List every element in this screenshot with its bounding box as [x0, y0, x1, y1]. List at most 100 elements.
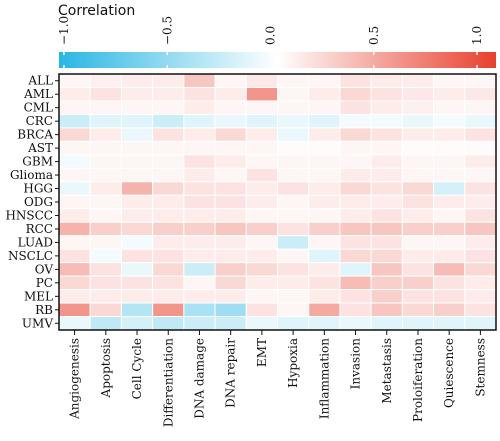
column-label: Invasion [349, 338, 363, 390]
heatmap-cell [308, 127, 341, 142]
heatmap-cell [183, 289, 216, 304]
heatmap-cell [370, 113, 403, 129]
heatmap-cell [401, 262, 435, 277]
colorbar [59, 52, 496, 68]
heatmap-cell [245, 208, 279, 223]
heatmap-cell [401, 235, 435, 250]
heatmap-cell [245, 73, 279, 88]
heatmap-cell [401, 221, 435, 237]
heatmap-cell [89, 154, 122, 169]
heatmap-cell [308, 167, 341, 183]
heatmap-cell [370, 275, 403, 291]
heatmap-cell [308, 248, 341, 264]
heatmap-cell [433, 208, 466, 223]
heatmap-cell [464, 100, 497, 115]
heatmap-cell [214, 262, 247, 277]
heatmap-cell [214, 208, 247, 223]
heatmap-cell [183, 73, 216, 88]
heatmap-cell [120, 262, 154, 277]
heatmap-cell [120, 235, 154, 250]
heatmap-cell [277, 302, 310, 318]
row-label: LUAD [18, 235, 53, 249]
heatmap-cell [183, 127, 216, 142]
heatmap-cell [370, 289, 403, 304]
row-label: RB [35, 303, 53, 317]
column-label: Differentiation [161, 338, 175, 427]
heatmap-cell [58, 73, 91, 88]
column-label: Quiescence [442, 338, 456, 408]
heatmap-cell [308, 316, 341, 331]
heatmap-cell [277, 73, 310, 88]
heatmap-cell [370, 221, 403, 237]
heatmap-cell [120, 275, 154, 291]
heatmap-cell [464, 86, 497, 102]
heatmap-cell [370, 248, 403, 264]
colorbar-tick-label: 0.0 [264, 26, 278, 45]
heatmap-cell [183, 181, 216, 196]
heatmap-cell [89, 73, 122, 88]
heatmap-cell [464, 302, 497, 318]
heatmap-cell [183, 100, 216, 115]
heatmap-cell [401, 154, 435, 169]
heatmap-cell [120, 316, 154, 331]
heatmap-cell [433, 100, 466, 115]
heatmap-cell [339, 113, 372, 129]
heatmap-cell [464, 316, 497, 331]
heatmap-cell [370, 262, 403, 277]
heatmap-cell [120, 194, 154, 210]
heatmap-cell [152, 275, 185, 291]
heatmap-cell [433, 194, 466, 210]
heatmap-cell [401, 194, 435, 210]
heatmap-cell [277, 140, 310, 156]
heatmap-cell [120, 248, 154, 264]
colorbar-tick-label: −1.0 [57, 16, 71, 45]
heatmap-cell [89, 167, 122, 183]
heatmap-cell [464, 113, 497, 129]
heatmap-cell [308, 100, 341, 115]
heatmap-cell [339, 208, 372, 223]
heatmap-cell [245, 248, 279, 264]
heatmap-cell [183, 86, 216, 102]
heatmap-cell [120, 208, 154, 223]
heatmap-cell [152, 154, 185, 169]
heatmap-cell [152, 73, 185, 88]
heatmap-cell [245, 275, 279, 291]
heatmap-cell [89, 275, 122, 291]
heatmap-cell [58, 140, 91, 156]
heatmap-cell [370, 140, 403, 156]
column-labels: Angiogenesis Apoptosis Cell Cycle Different… [68, 330, 487, 427]
heatmap-cell [120, 140, 154, 156]
heatmap-cell [214, 154, 247, 169]
heatmap-cell [152, 248, 185, 264]
heatmap-cell [120, 302, 154, 318]
heatmap-cell [370, 316, 403, 331]
heatmap-cell [464, 167, 497, 183]
colorbar-tick-label: 1.0 [470, 26, 484, 45]
heatmap-cell [214, 248, 247, 264]
heatmap-cell [214, 316, 247, 331]
heatmap-cell [58, 86, 91, 102]
heatmap-cell [277, 127, 310, 142]
heatmap-cell [183, 194, 216, 210]
heatmap-cell [58, 113, 91, 129]
heatmap-cell [214, 73, 247, 88]
row-label: Glioma [10, 168, 53, 182]
heatmap-cell [152, 221, 185, 237]
heatmap-cell [245, 154, 279, 169]
colorbar-tick-marks [63, 52, 478, 68]
heatmap-cell [183, 302, 216, 318]
heatmap-cell [339, 316, 372, 331]
colorbar-title: Correlation [58, 3, 135, 19]
heatmap-cell [120, 167, 154, 183]
heatmap-cell [464, 140, 497, 156]
heatmap-cell [370, 167, 403, 183]
heatmap-cell [308, 235, 341, 250]
heatmap-cell [152, 208, 185, 223]
heatmap-cell [277, 316, 310, 331]
heatmap-cell [120, 73, 154, 88]
heatmap-cell [277, 167, 310, 183]
heatmap-cell [433, 316, 466, 331]
heatmap-cell [214, 194, 247, 210]
heatmap-cell [370, 73, 403, 88]
